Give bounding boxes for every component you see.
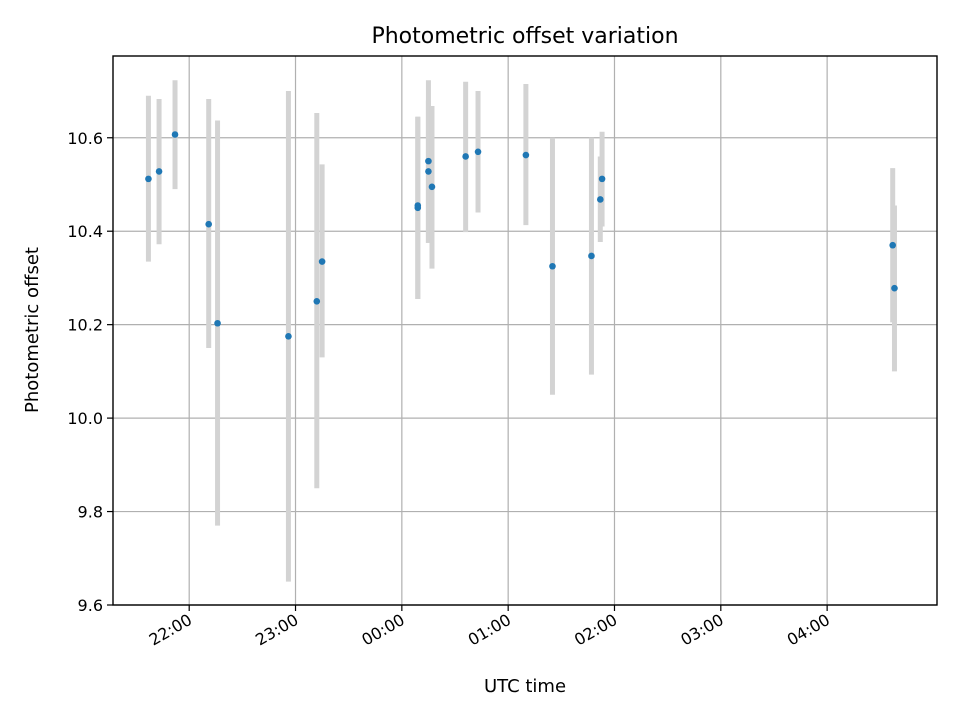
data-point bbox=[889, 241, 896, 249]
data-point bbox=[425, 157, 432, 165]
data-point bbox=[285, 333, 292, 340]
data-point bbox=[145, 175, 152, 183]
chart-title: Photometric offset variation bbox=[371, 24, 678, 49]
data-point bbox=[598, 175, 606, 183]
data-point bbox=[155, 168, 163, 175]
y-tick-label: 10.6 bbox=[67, 129, 103, 148]
y-axis-label: Photometric offset bbox=[22, 247, 43, 413]
data-point bbox=[313, 297, 321, 305]
plot-frame bbox=[112, 55, 938, 606]
data-point bbox=[549, 262, 556, 270]
data-points bbox=[145, 131, 898, 340]
y-tick-label: 10.2 bbox=[67, 316, 103, 335]
data-point bbox=[522, 151, 530, 159]
data-point bbox=[425, 168, 432, 175]
data-point bbox=[171, 131, 179, 138]
y-tick-label: 10.4 bbox=[67, 222, 103, 241]
data-point bbox=[462, 153, 469, 160]
data-point bbox=[318, 258, 326, 265]
data-point bbox=[891, 284, 898, 292]
y-tick-label: 10.0 bbox=[67, 409, 103, 428]
data-point bbox=[597, 196, 604, 203]
data-point bbox=[414, 204, 422, 212]
x-axis-label: UTC time bbox=[484, 676, 566, 697]
y-axis-ticks: 9.6 9.8 10.0 10.2 10.4 10.6 bbox=[67, 129, 113, 615]
data-point bbox=[428, 183, 436, 191]
data-point bbox=[588, 252, 595, 260]
data-point bbox=[205, 220, 212, 228]
data-point bbox=[474, 148, 482, 156]
y-tick-label: 9.6 bbox=[78, 596, 103, 615]
y-tick-label: 9.8 bbox=[78, 503, 103, 522]
data-point bbox=[214, 319, 221, 327]
